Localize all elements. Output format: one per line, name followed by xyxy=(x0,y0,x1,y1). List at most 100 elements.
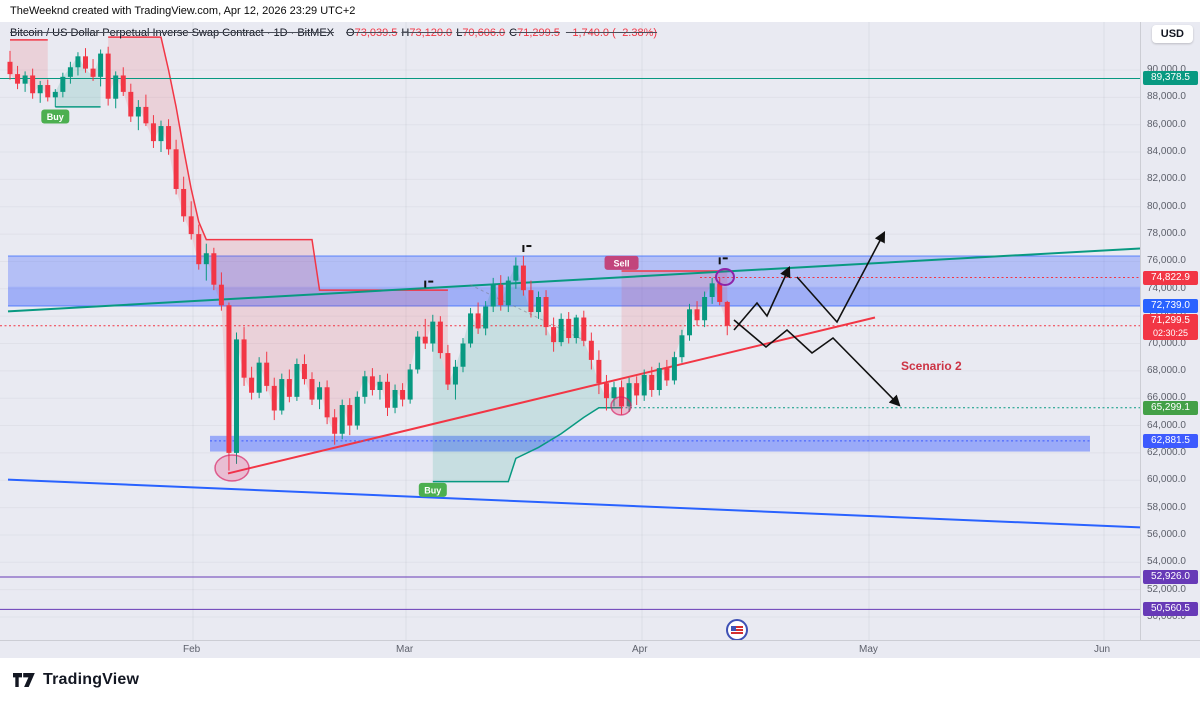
flag-event-icon[interactable] xyxy=(726,619,748,640)
symbol-title[interactable]: Bitcoin / US Dollar Perpetual Inverse Sw… xyxy=(10,27,335,39)
candle-body xyxy=(543,297,549,328)
low-value: 70,606.0 xyxy=(462,27,506,39)
low-label: L xyxy=(456,27,463,39)
close-label: C xyxy=(509,27,518,39)
candle-body xyxy=(15,74,21,84)
candle-body xyxy=(354,396,360,426)
position-marker[interactable] xyxy=(424,280,434,288)
scenario-arrow[interactable] xyxy=(733,319,901,407)
candle-body xyxy=(581,317,587,341)
candle-body xyxy=(422,336,428,344)
price-tick-label: 64,000.0 xyxy=(1147,419,1186,431)
candle-body xyxy=(415,336,421,370)
position-marker[interactable] xyxy=(522,245,532,253)
candle-body xyxy=(611,387,617,399)
candle-body xyxy=(332,417,338,434)
price-tick-label: 60,000.0 xyxy=(1147,474,1186,486)
scenario-text-label[interactable]: Scenario 2 xyxy=(901,359,962,373)
candle-body xyxy=(407,369,413,400)
candle-body xyxy=(385,381,390,408)
candle-body xyxy=(717,283,723,302)
price-axis[interactable]: 90,000.0 88,000.0 86,000.0 84,000.0 82,000.0… xyxy=(1140,22,1200,640)
price-tick-label: 90,000.0 xyxy=(1147,64,1186,75)
candle-body xyxy=(369,376,375,390)
candle-body xyxy=(536,297,541,313)
trendline[interactable] xyxy=(227,316,876,475)
price-zone[interactable] xyxy=(210,435,1090,452)
svg-text:Buy: Buy xyxy=(47,112,64,122)
footer-bar: TradingView xyxy=(0,658,1200,707)
candle-body xyxy=(181,188,187,217)
candle-body xyxy=(173,149,179,189)
candle-body xyxy=(249,377,255,393)
candle-body xyxy=(573,317,579,339)
candle-body xyxy=(203,253,209,265)
plot-layer: Buy Buy Sell Scenario 2 xyxy=(0,22,1140,640)
currency-toggle-button[interactable]: USD xyxy=(1151,25,1193,43)
supertrend-line xyxy=(108,36,448,291)
price-zone[interactable] xyxy=(8,255,1140,307)
candle-body xyxy=(234,339,239,453)
price-tick-label: 62,000.0 xyxy=(1147,446,1186,458)
close-value: 71,299.5 xyxy=(517,27,560,39)
candle-body xyxy=(468,313,474,344)
candle-body xyxy=(279,379,285,411)
time-tick-label: Apr xyxy=(632,644,648,655)
candle-body xyxy=(188,216,194,235)
candle-body xyxy=(241,339,247,378)
ellipse-annotation[interactable] xyxy=(610,396,632,416)
candle-body xyxy=(679,335,685,358)
candle-body xyxy=(634,383,640,396)
ellipse-annotation[interactable] xyxy=(214,454,250,482)
candle-body xyxy=(271,385,277,411)
candle-body xyxy=(437,321,443,354)
scenario-arrow[interactable] xyxy=(733,265,791,331)
price-zone[interactable] xyxy=(8,286,1140,307)
time-tick-label: Jun xyxy=(1094,644,1111,655)
chart-background xyxy=(0,22,1200,658)
price-tick-label: 66,000.0 xyxy=(1147,392,1186,404)
candle-body xyxy=(664,368,670,381)
candle-body xyxy=(196,234,202,265)
price-badge: 52,926.0 xyxy=(1143,569,1198,584)
candle-body xyxy=(7,61,13,75)
candle-body xyxy=(671,357,677,381)
supertrend-cloud xyxy=(432,265,622,482)
candle-body xyxy=(445,353,451,385)
price-tick-label: 70,000.0 xyxy=(1147,337,1186,349)
symbol-legend[interactable]: Bitcoin / US Dollar Perpetual Inverse Sw… xyxy=(10,27,657,39)
candle-body xyxy=(37,85,43,94)
ellipse-annotation[interactable] xyxy=(715,268,735,286)
price-tick-label: 68,000.0 xyxy=(1147,364,1186,376)
trendline[interactable] xyxy=(7,247,1140,313)
candle-body xyxy=(211,253,217,285)
candle-body xyxy=(566,318,572,339)
candle-body xyxy=(603,383,609,399)
time-axis[interactable]: Feb Mar Apr May Jun xyxy=(0,640,1200,659)
trendline[interactable] xyxy=(7,478,1140,529)
price-badge: 74,822.9 xyxy=(1143,270,1198,285)
candle-body xyxy=(558,318,564,343)
tradingview-logo[interactable]: TradingView xyxy=(12,671,139,689)
change-value: −1,740.0 (−2.38%) xyxy=(565,27,658,39)
scenario-arrow[interactable] xyxy=(796,231,886,324)
open-label: O xyxy=(346,27,355,39)
candle-body xyxy=(392,389,398,408)
candle-body xyxy=(105,53,111,99)
candle-body xyxy=(166,126,172,150)
position-marker[interactable] xyxy=(718,257,728,265)
candle-body xyxy=(226,305,232,453)
price-tick-label: 78,000.0 xyxy=(1147,228,1186,240)
countdown-timer: 02:30:25 xyxy=(1152,327,1189,338)
candle-body xyxy=(98,53,104,77)
price-tick-label: 74,000.0 xyxy=(1147,282,1186,294)
candle-body xyxy=(596,359,602,384)
candle-body xyxy=(301,364,307,380)
supertrend-line xyxy=(432,407,622,483)
candle-body xyxy=(656,368,662,390)
high-label: H xyxy=(401,27,410,39)
price-tick-label: 82,000.0 xyxy=(1147,173,1186,185)
candle-body xyxy=(362,376,368,397)
